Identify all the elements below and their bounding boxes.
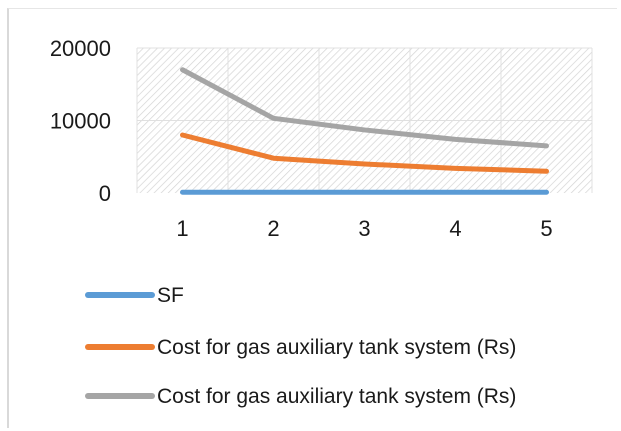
x-tick-label: 4: [449, 216, 461, 241]
legend: SF Cost for gas auxiliary tank system (Rs…: [85, 284, 516, 408]
x-tick-label: 3: [358, 216, 370, 241]
series-line-2: [180, 132, 549, 174]
series-lines: [180, 67, 549, 195]
legend-label-1: SF: [157, 284, 184, 307]
legend-label-2: Cost for gas auxiliary tank system (Rs): [157, 336, 516, 359]
y-axis-tick-labels: 0 10000 20000: [50, 36, 111, 206]
legend-label-3: Cost for gas auxiliary tank system (Rs): [157, 385, 516, 408]
x-axis-tick-labels: 1 2 3 4 5: [176, 216, 552, 241]
y-tick-label: 10000: [50, 109, 111, 134]
chart-frame: [7, 8, 617, 428]
x-tick-label: 1: [176, 216, 188, 241]
gridlines: [136, 47, 593, 193]
x-tick-label: 2: [267, 216, 279, 241]
x-tick-label: 5: [540, 216, 552, 241]
y-tick-label: 0: [99, 181, 111, 206]
y-tick-label: 20000: [50, 36, 111, 61]
series-line-3: [180, 67, 549, 149]
